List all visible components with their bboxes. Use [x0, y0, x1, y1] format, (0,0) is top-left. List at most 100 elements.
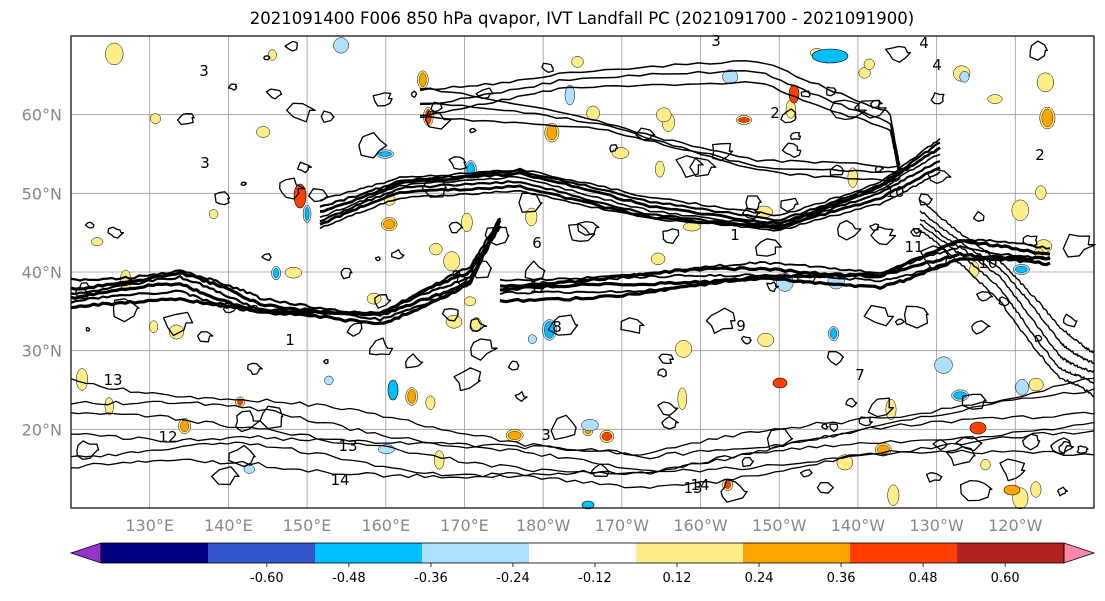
ivt-contour-line — [609, 144, 619, 153]
ivt-contour-line — [887, 178, 895, 185]
ivt-contour-line — [1022, 234, 1038, 247]
ivt-contour-line — [874, 165, 884, 173]
ivt-contour-line — [1062, 233, 1096, 258]
ivt-contour-line — [410, 90, 418, 99]
qvapor-anomaly-patch — [256, 126, 271, 138]
ivt-contour-line — [826, 350, 845, 366]
ivt-contour-line — [448, 156, 468, 171]
colorbar-bin — [315, 543, 423, 563]
lon-tick-label: 170°E — [440, 516, 489, 535]
qvapor-anomaly-core — [304, 207, 310, 221]
ivt-contour-line — [419, 59, 901, 169]
ivt-contour-line — [820, 423, 829, 430]
colorbar-tick-label: -0.60 — [250, 571, 284, 586]
ivt-contour-line — [452, 269, 461, 278]
qvapor-anomaly-core — [180, 420, 190, 432]
qvapor-anomaly-core — [737, 117, 751, 123]
qvapor-anomaly-patch — [324, 375, 334, 386]
ivt-contour-line — [1034, 334, 1043, 342]
ivt-contour-line — [662, 228, 680, 244]
colorbar-bin — [422, 543, 530, 563]
qvapor-anomaly-patch — [105, 42, 124, 66]
lat-tick-label: 60°N — [22, 106, 62, 125]
colorbar-bin — [529, 543, 637, 563]
ivt-contour-line — [468, 127, 477, 134]
ivt-contour-line — [424, 110, 452, 130]
qvapor-anomaly-patch — [847, 167, 858, 188]
lon-tick-label: 160°W — [673, 516, 728, 535]
qvapor-anomaly-patch — [293, 183, 307, 209]
ivt-contour-line — [550, 414, 577, 441]
qvapor-anomaly-patch — [461, 212, 473, 232]
contour-label: 12 — [529, 278, 548, 296]
qvapor-anomaly-patch — [987, 94, 1003, 104]
ivt-contour-line — [358, 131, 388, 159]
qvapor-anomaly-patch — [788, 84, 800, 104]
ivt-contour-line — [826, 86, 837, 97]
ivt-contour-line — [319, 153, 941, 227]
colorbar-bin — [636, 543, 744, 563]
ivt-contour-line — [829, 164, 845, 176]
grid-lines — [71, 36, 1094, 508]
qvapor-anomaly-patch — [284, 266, 303, 279]
ivt-contour-line — [70, 430, 1095, 478]
ivt-contour-line — [405, 353, 424, 369]
ivt-contour-line — [308, 188, 329, 203]
ivt-contour-line — [755, 238, 782, 257]
ivt-contour-line — [780, 108, 797, 124]
ivt-contour-line — [448, 221, 464, 234]
ivt-contour-line — [961, 393, 987, 410]
ivt-contour-line — [419, 70, 901, 174]
ivt-contour-line — [196, 331, 214, 343]
ivt-contour-line — [484, 226, 510, 246]
ivt-contour-line — [419, 81, 901, 183]
qvapor-anomaly-patch — [564, 84, 575, 106]
ivt-contour-line — [374, 294, 392, 309]
ivt-contour-line — [320, 110, 335, 123]
ivt-contour-line — [955, 436, 983, 452]
ivt-contour-line — [657, 368, 668, 378]
contour-label: 4 — [932, 56, 942, 74]
contour-label: 1 — [285, 331, 295, 349]
qvapor-anomaly-patch — [571, 56, 584, 68]
qvapor-anomaly-patch — [611, 147, 630, 159]
ivt-contour-line — [903, 305, 929, 329]
qvapor-anomaly-patch — [858, 67, 871, 79]
ivt-contour-line — [1063, 313, 1078, 328]
ivt-contour-line — [932, 438, 949, 451]
colorbar-bin — [850, 543, 958, 563]
ivt-contour-line — [999, 458, 1026, 482]
ivt-contour-line — [745, 195, 762, 211]
ivt-contour-line — [780, 197, 799, 213]
qvapor-anomaly-patch — [1030, 481, 1042, 498]
qvapor-anomaly-core — [601, 431, 613, 441]
colorbar-extend-low — [69, 542, 102, 564]
lon-tick-label: 160°E — [361, 516, 410, 535]
ivt-contour-line — [919, 210, 1095, 365]
ivt-contour-line — [925, 472, 943, 483]
colorbar-bin — [957, 543, 1065, 563]
ivt-contour-line — [162, 311, 194, 337]
qvapor-anomaly-patch — [1036, 72, 1054, 93]
ivt-contour-line — [263, 55, 271, 61]
ivt-contour-line — [471, 260, 493, 279]
qvapor-anomaly-patch — [811, 48, 849, 64]
ivt-contour-line — [740, 335, 752, 345]
ivt-contour-line — [346, 322, 363, 337]
contour-label: 3 — [199, 62, 209, 80]
ivt-contour-line — [945, 445, 976, 467]
ivt-contour-line — [227, 83, 238, 91]
ivt-contour-line — [74, 286, 91, 300]
colorbar-tick-label: -0.48 — [332, 571, 366, 586]
ivt-contour-line — [1029, 40, 1048, 61]
lon-tick-label: 120°W — [988, 516, 1043, 535]
ivt-contour-line — [368, 337, 394, 356]
qvapor-anomaly-core — [1015, 266, 1028, 273]
ivt-contour-line — [70, 449, 1095, 489]
ivt-contour-line — [430, 101, 443, 113]
ivt-contour-line — [214, 191, 231, 206]
qvapor-anomaly-patch — [772, 377, 788, 389]
ivt-contour-line — [869, 99, 883, 109]
qvapor-anomaly-patch — [887, 484, 900, 506]
ivt-contour-line — [297, 161, 313, 174]
